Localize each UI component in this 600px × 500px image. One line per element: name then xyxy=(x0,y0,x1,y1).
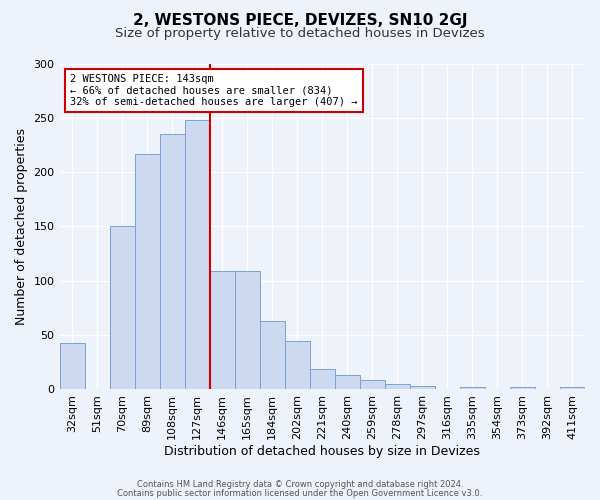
Bar xyxy=(260,320,285,389)
Bar xyxy=(310,370,335,389)
Text: Contains public sector information licensed under the Open Government Licence v3: Contains public sector information licen… xyxy=(118,488,482,498)
Bar xyxy=(59,344,85,389)
Text: 2 WESTONS PIECE: 143sqm
← 66% of detached houses are smaller (834)
32% of semi-d: 2 WESTONS PIECE: 143sqm ← 66% of detache… xyxy=(70,74,358,107)
X-axis label: Distribution of detached houses by size in Devizes: Distribution of detached houses by size … xyxy=(164,444,480,458)
Bar xyxy=(160,134,185,389)
Bar xyxy=(360,380,385,389)
Bar xyxy=(335,375,360,389)
Bar xyxy=(285,342,310,389)
Text: Size of property relative to detached houses in Devizes: Size of property relative to detached ho… xyxy=(115,28,485,40)
Y-axis label: Number of detached properties: Number of detached properties xyxy=(15,128,28,325)
Bar xyxy=(185,120,209,389)
Text: 2, WESTONS PIECE, DEVIZES, SN10 2GJ: 2, WESTONS PIECE, DEVIZES, SN10 2GJ xyxy=(133,12,467,28)
Bar xyxy=(134,154,160,389)
Bar xyxy=(510,387,535,389)
Bar xyxy=(209,271,235,389)
Bar xyxy=(560,387,585,389)
Bar xyxy=(110,226,134,389)
Bar xyxy=(385,384,410,389)
Bar xyxy=(410,386,435,389)
Bar xyxy=(460,387,485,389)
Bar xyxy=(235,271,260,389)
Text: Contains HM Land Registry data © Crown copyright and database right 2024.: Contains HM Land Registry data © Crown c… xyxy=(137,480,463,489)
